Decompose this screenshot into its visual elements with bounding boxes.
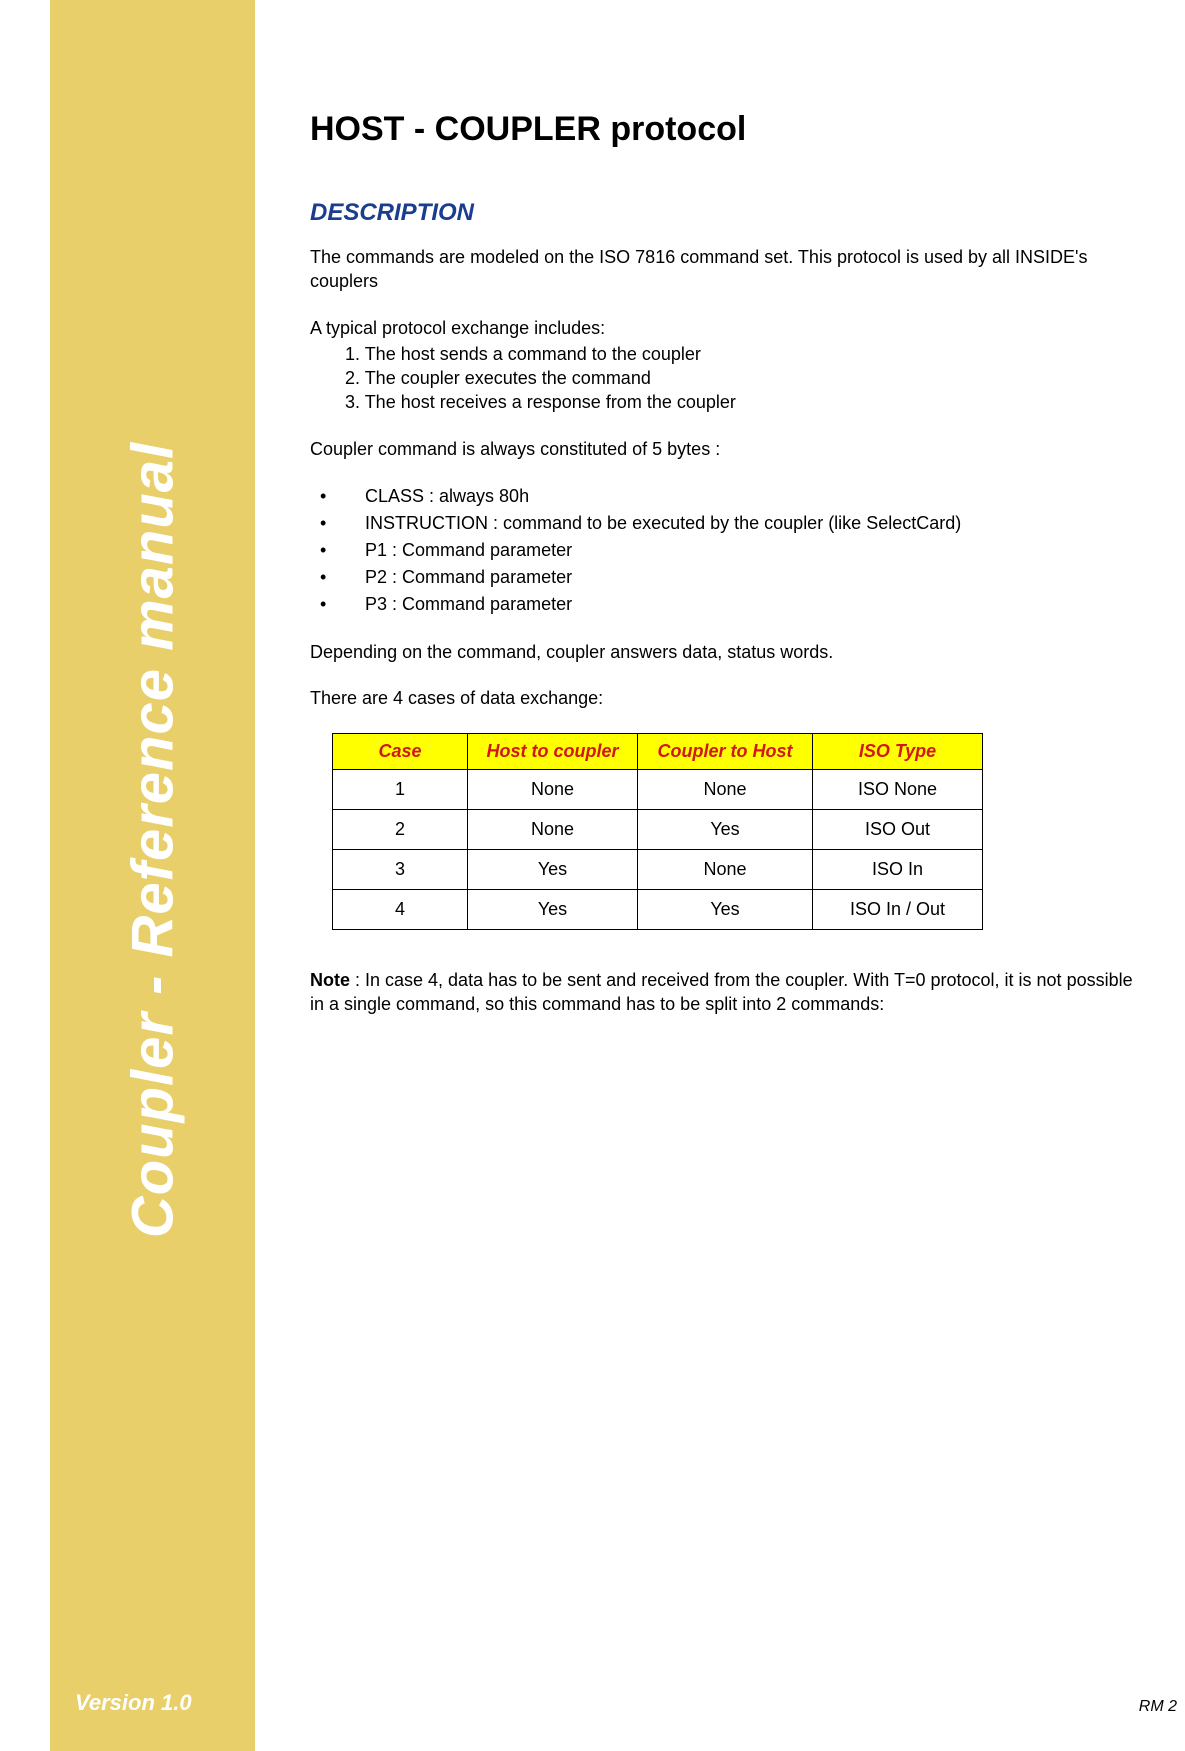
table-header-row: Case Host to coupler Coupler to Host ISO… — [333, 733, 983, 769]
main-content: HOST - COUPLER protocol DESCRIPTION The … — [310, 110, 1140, 1038]
list-item: •CLASS : always 80h — [320, 483, 1140, 510]
list-item: 1. The host sends a command to the coupl… — [345, 342, 1140, 366]
bullet-icon: • — [320, 537, 365, 564]
bytes-bullet-list: •CLASS : always 80h •INSTRUCTION : comma… — [320, 483, 1140, 618]
cell: None — [638, 849, 813, 889]
list-item: •INSTRUCTION : command to be executed by… — [320, 510, 1140, 537]
bullet-text: INSTRUCTION : command to be executed by … — [365, 510, 961, 537]
bullet-text: CLASS : always 80h — [365, 483, 529, 510]
cell: 2 — [333, 809, 468, 849]
list-item: 3. The host receives a response from the… — [345, 390, 1140, 414]
cell: 3 — [333, 849, 468, 889]
bullet-icon: • — [320, 564, 365, 591]
col-header-iso-type: ISO Type — [813, 733, 983, 769]
col-header-case: Case — [333, 733, 468, 769]
cell: Yes — [468, 849, 638, 889]
sidebar: Coupler - Reference manual Version 1.0 — [50, 0, 255, 1751]
list-item: 2. The coupler executes the command — [345, 366, 1140, 390]
cell: 4 — [333, 889, 468, 929]
cell: None — [468, 809, 638, 849]
bullet-text: P3 : Command parameter — [365, 591, 572, 618]
cell: ISO None — [813, 769, 983, 809]
table-row: 3 Yes None ISO In — [333, 849, 983, 889]
table-row: 4 Yes Yes ISO In / Out — [333, 889, 983, 929]
bytes-intro: Coupler command is always constituted of… — [310, 437, 1140, 461]
cases-table: Case Host to coupler Coupler to Host ISO… — [332, 733, 983, 930]
intro-paragraph: The commands are modeled on the ISO 7816… — [310, 245, 1140, 294]
cell: ISO Out — [813, 809, 983, 849]
page-number: RM 2 — [1139, 1698, 1177, 1716]
exchange-steps-list: 1. The host sends a command to the coupl… — [345, 342, 1140, 415]
bullet-icon: • — [320, 483, 365, 510]
cell: ISO In / Out — [813, 889, 983, 929]
bullet-text: P2 : Command parameter — [365, 564, 572, 591]
bullet-icon: • — [320, 591, 365, 618]
note-paragraph: Note : In case 4, data has to be sent an… — [310, 968, 1140, 1017]
bullet-icon: • — [320, 510, 365, 537]
exchange-intro: A typical protocol exchange includes: — [310, 316, 1140, 340]
section-heading-description: DESCRIPTION — [310, 199, 1140, 227]
bullet-text: P1 : Command parameter — [365, 537, 572, 564]
cell: 1 — [333, 769, 468, 809]
cell: Yes — [468, 889, 638, 929]
list-item: •P3 : Command parameter — [320, 591, 1140, 618]
col-header-coupler-to-host: Coupler to Host — [638, 733, 813, 769]
document-title-vertical: Coupler - Reference manual — [119, 442, 186, 1238]
cases-intro: There are 4 cases of data exchange: — [310, 686, 1140, 710]
cell: Yes — [638, 889, 813, 929]
list-item: •P1 : Command parameter — [320, 537, 1140, 564]
col-header-host-to-coupler: Host to coupler — [468, 733, 638, 769]
cell: None — [468, 769, 638, 809]
cases-table-wrap: Case Host to coupler Coupler to Host ISO… — [332, 733, 1140, 930]
cell: ISO In — [813, 849, 983, 889]
exchange-block: A typical protocol exchange includes: 1.… — [310, 316, 1140, 415]
note-label: Note — [310, 970, 350, 990]
cell: Yes — [638, 809, 813, 849]
list-item: •P2 : Command parameter — [320, 564, 1140, 591]
note-text: : In case 4, data has to be sent and rec… — [310, 970, 1133, 1014]
answers-paragraph: Depending on the command, coupler answer… — [310, 640, 1140, 664]
cell: None — [638, 769, 813, 809]
version-label: Version 1.0 — [75, 1690, 192, 1716]
table-row: 2 None Yes ISO Out — [333, 809, 983, 849]
table-row: 1 None None ISO None — [333, 769, 983, 809]
page-title: HOST - COUPLER protocol — [310, 110, 1140, 149]
